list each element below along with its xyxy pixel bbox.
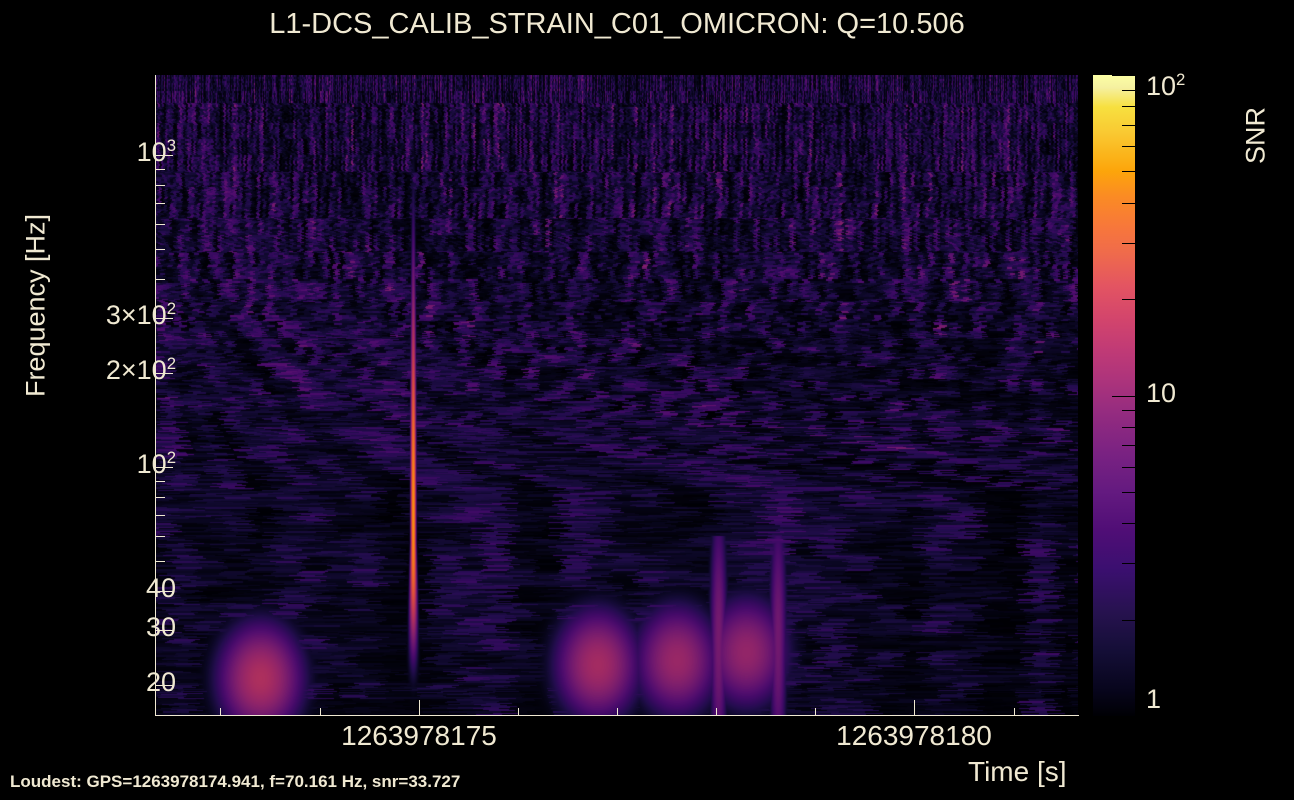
y-axis-tick-label: 40 [145,573,176,603]
y-axis-minor-tick [156,481,165,482]
colorbar-minor-tick [1122,492,1135,493]
colorbar-minor-tick [1122,146,1135,147]
y-axis-tick-label: 20 [145,667,176,697]
y-axis-minor-tick [156,203,165,204]
colorbar-minor-tick [1122,106,1135,107]
y-axis-minor-tick [156,561,165,562]
y-axis-minor-tick [156,169,165,170]
y-axis-minor-tick [156,279,165,280]
colorbar-minor-tick [1122,563,1135,564]
y-axis-tick-label: 2×102 [105,354,176,385]
colorbar-minor-tick [1122,445,1135,446]
y-axis-minor-tick [156,224,165,225]
colorbar-gradient[interactable] [1093,75,1135,716]
colorbar-minor-tick [1122,299,1135,300]
colorbar-minor-tick [1122,243,1135,244]
y-axis-minor-tick [156,536,165,537]
page-title: L1-DCS_CALIB_STRAIN_C01_OMICRON: Q=10.50… [269,8,965,40]
y-axis-tick-label: 103 [136,136,176,167]
colorbar-tick-label: 10 [1146,378,1177,408]
x-axis-title: Time [s] [968,756,1067,787]
x-axis-major-tick [914,700,915,715]
colorbar-minor-tick [1122,467,1135,468]
x-axis-minor-tick [617,708,618,715]
y-axis-major-tick [156,373,173,374]
colorbar-major-tick [1112,396,1135,397]
x-axis-tick-label: 1263978180 [836,720,992,751]
y-axis-minor-tick [156,515,165,516]
colorbar-tick-label: 102 [1146,70,1186,101]
y-axis-minor-tick [156,185,165,186]
colorbar-minor-tick [1122,523,1135,524]
y-axis-tick-label: 3×102 [105,299,176,330]
y-axis-title: Frequency [Hz] [20,213,51,398]
y-axis-major-tick [156,591,173,592]
y-axis-major-tick [156,467,173,468]
x-axis-minor-tick [716,708,717,715]
x-axis-minor-tick [220,708,221,715]
x-axis-minor-tick [320,708,321,715]
colorbar-minor-tick [1122,410,1135,411]
y-axis-major-tick [156,685,173,686]
colorbar-minor-tick [1122,171,1135,172]
y-axis-line [155,75,156,716]
y-axis-major-tick [156,155,173,156]
y-axis-minor-tick [156,497,165,498]
colorbar-tick-label: 1 [1146,684,1162,714]
x-axis-minor-tick [815,708,816,715]
colorbar-minor-tick [1122,125,1135,126]
colorbar-minor-tick [1122,90,1135,91]
x-axis-line [155,715,1079,716]
spectrogram-canvas[interactable] [156,75,1078,715]
y-axis-minor-tick [156,249,165,250]
colorbar-major-tick [1112,75,1135,76]
y-axis-major-tick [156,630,173,631]
colorbar-minor-tick [1122,203,1135,204]
y-axis-tick-label: 102 [136,448,176,479]
colorbar-major-tick [1112,716,1135,717]
colorbar-minor-tick [1122,620,1135,621]
x-axis-major-tick [419,700,420,715]
y-axis-major-tick [156,318,173,319]
spectrogram-plot-area[interactable] [156,75,1078,715]
colorbar-title: SNR [1240,107,1271,165]
x-axis-tick-label: 1263978175 [341,720,497,751]
colorbar-minor-tick [1122,427,1135,428]
loudest-event-status: Loudest: GPS=1263978174.941, f=70.161 Hz… [10,772,461,791]
x-axis-minor-tick [1014,708,1015,715]
x-axis-minor-tick [518,708,519,715]
y-axis-tick-label: 30 [145,612,176,642]
